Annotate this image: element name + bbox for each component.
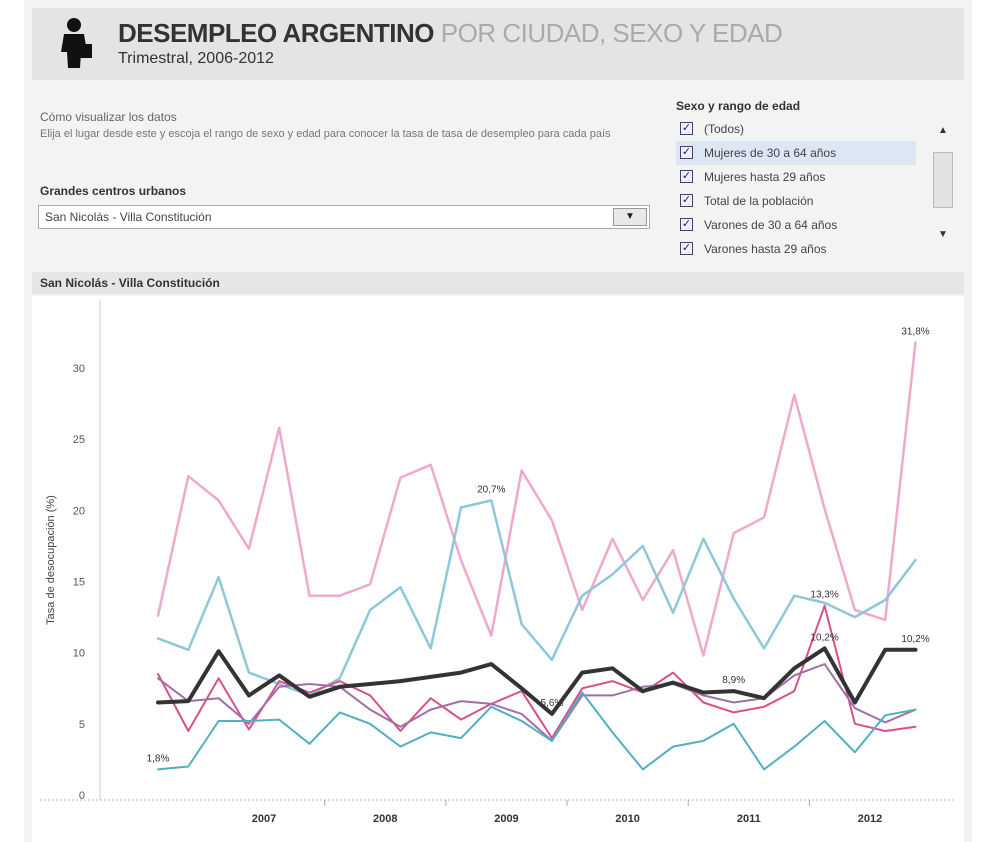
filter-item[interactable]: ✓ Varones hasta 29 años <box>676 237 916 261</box>
scroll-down-icon[interactable]: ▼ <box>938 229 948 240</box>
filter-item[interactable]: ✓ (Todos) <box>676 117 916 141</box>
filter-item-label: Mujeres hasta 29 años <box>704 170 826 184</box>
filter-item[interactable]: ✓ Mujeres hasta 29 años <box>676 165 916 189</box>
filter-item[interactable]: ✓ Total de la población <box>676 189 916 213</box>
filter-item-label: (Todos) <box>704 122 745 136</box>
chart-title: San Nicolás - Villa Constitución <box>40 276 220 290</box>
chart-area <box>32 296 964 842</box>
filter-item[interactable]: ✓ Varones de 30 a 64 años <box>676 213 916 237</box>
city-select[interactable]: San Nicolás - Villa Constitución ▼ <box>38 205 650 229</box>
person-logo-icon <box>61 18 92 68</box>
filter-item-label: Varones de 30 a 64 años <box>704 218 838 232</box>
header-bar <box>32 8 964 80</box>
filter-item-label: Varones hasta 29 años <box>704 242 827 256</box>
city-select-label: Grandes centros urbanos <box>40 184 187 198</box>
checkbox-icon[interactable]: ✓ <box>680 194 693 207</box>
checkbox-icon[interactable]: ✓ <box>680 122 693 135</box>
filter-item[interactable]: ✓ Mujeres de 30 a 64 años <box>676 141 916 165</box>
filter-item-label: Total de la población <box>704 194 814 208</box>
chart-title-bar <box>32 272 964 294</box>
howto-title: Cómo visualizar los datos <box>40 110 177 124</box>
dropdown-arrow-icon[interactable]: ▼ <box>613 208 647 226</box>
howto-text: Elija el lugar desde este y escoja el ra… <box>40 128 611 140</box>
filter-item-label: Mujeres de 30 a 64 años <box>704 146 837 160</box>
filter-list: ✓ (Todos) ✓ Mujeres de 30 a 64 años ✓ Mujer… <box>676 117 916 261</box>
checkbox-icon[interactable]: ✓ <box>680 218 693 231</box>
scroll-up-icon[interactable]: ▲ <box>938 125 948 136</box>
checkbox-icon[interactable]: ✓ <box>680 242 693 255</box>
checkbox-icon[interactable]: ✓ <box>680 170 693 183</box>
checkbox-icon[interactable]: ✓ <box>680 146 693 159</box>
page-title: DESEMPLEO ARGENTINO POR CIUDAD, SEXO Y E… <box>118 18 783 48</box>
page-subtitle: Trimestral, 2006-2012 <box>118 50 274 67</box>
city-select-value: San Nicolás - Villa Constitución <box>45 210 212 224</box>
filter-title: Sexo y rango de edad <box>676 99 801 113</box>
scrollbar-thumb[interactable] <box>933 152 953 208</box>
